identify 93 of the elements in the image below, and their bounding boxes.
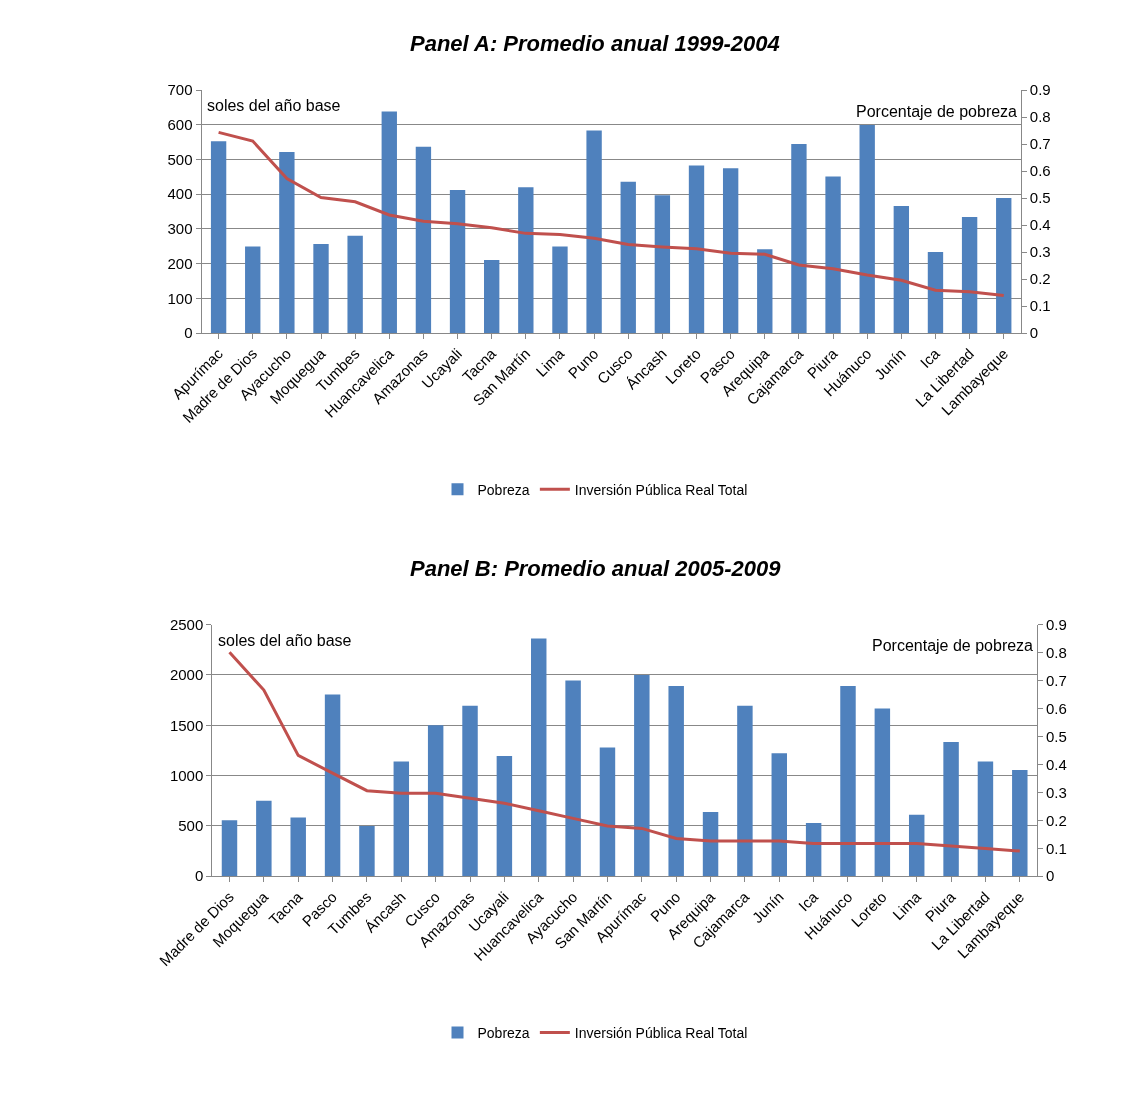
- bar: [324, 694, 341, 877]
- y-tick-label: 400: [167, 185, 193, 203]
- bar: [221, 820, 238, 877]
- bar: [359, 825, 375, 877]
- bar: [702, 811, 719, 877]
- bar: [996, 198, 1012, 333]
- y2-tick-label: 0.8: [1045, 643, 1067, 661]
- bar: [722, 168, 739, 333]
- y-tick-label: 500: [178, 817, 204, 835]
- bar: [552, 246, 568, 333]
- y2-axis-title: Porcentaje de pobreza: [856, 103, 1018, 120]
- bar: [805, 823, 822, 877]
- y-tick-label: 600: [167, 115, 193, 133]
- bar: [347, 235, 363, 333]
- y-tick-label: 0: [194, 867, 204, 885]
- bar: [245, 246, 261, 333]
- bar: [393, 761, 410, 877]
- y-axis-title: soles del año base: [218, 632, 352, 649]
- bar: [634, 674, 650, 877]
- bar: [840, 686, 856, 877]
- bar: [484, 260, 500, 333]
- y2-tick-label: 0.1: [1029, 297, 1051, 315]
- y2-tick-label: 0.1: [1045, 839, 1067, 857]
- bar: [586, 130, 602, 333]
- y2-tick-label: 0.7: [1029, 135, 1051, 153]
- y2-tick-label: 0: [1029, 324, 1039, 342]
- y-axis-title: soles del año base: [207, 97, 341, 114]
- bar: [908, 814, 925, 877]
- legend-label: Inversión Pública Real Total: [574, 1024, 748, 1041]
- y-tick-label: 1000: [169, 766, 204, 784]
- y2-tick-label: 0.4: [1029, 216, 1051, 234]
- line-series: [217, 130, 1006, 298]
- y2-tick-label: 0: [1045, 867, 1055, 885]
- bar: [279, 152, 295, 333]
- bar: [771, 753, 787, 877]
- legend-label: Inversión Pública Real Total: [574, 481, 748, 498]
- bar: [427, 725, 444, 877]
- bar: [668, 686, 684, 877]
- bar: [531, 638, 547, 877]
- bar: [977, 761, 994, 877]
- y2-tick-label: 0.5: [1045, 727, 1067, 745]
- bar: [825, 176, 841, 333]
- chart-title: Panel A: Promedio anual 1999-2004: [410, 31, 780, 56]
- y2-tick-label: 0.9: [1029, 81, 1051, 99]
- bar: [654, 195, 671, 333]
- bar: [599, 747, 616, 877]
- y2-tick-label: 0.2: [1045, 811, 1067, 829]
- bar: [290, 817, 306, 877]
- y-tick-label: 200: [167, 254, 193, 272]
- bar: [462, 705, 478, 877]
- legend-label: Pobreza: [477, 1024, 530, 1041]
- bar: [313, 243, 329, 333]
- bar: [620, 181, 636, 333]
- y2-tick-label: 0.3: [1029, 243, 1051, 261]
- bar: [961, 216, 978, 333]
- y2-tick-label: 0.5: [1029, 189, 1051, 207]
- y-tick-label: 2000: [169, 666, 204, 684]
- y-tick-label: 500: [167, 150, 193, 168]
- bar: [518, 187, 534, 333]
- bar: [791, 144, 807, 333]
- y-tick-label: 0: [184, 324, 193, 342]
- bar: [943, 742, 959, 877]
- bar: [256, 800, 272, 877]
- y2-tick-label: 0.6: [1029, 162, 1051, 180]
- y-tick-label: 700: [167, 81, 193, 99]
- bar: [496, 756, 513, 877]
- y2-tick-label: 0.8: [1029, 108, 1051, 126]
- bar: [874, 708, 891, 877]
- y2-tick-label: 0.9: [1045, 615, 1067, 633]
- y2-tick-label: 0.6: [1045, 699, 1067, 717]
- legend-label: Pobreza: [477, 481, 530, 498]
- bar: [449, 189, 466, 333]
- bar: [859, 125, 875, 333]
- y2-tick-label: 0.7: [1045, 671, 1067, 689]
- bar: [893, 206, 910, 333]
- y2-axis-title: Porcentaje de pobreza: [872, 637, 1034, 654]
- bar: [210, 141, 227, 333]
- y-tick-label: 1500: [169, 716, 204, 734]
- bar: [1012, 769, 1028, 877]
- y-tick-label: 300: [167, 220, 193, 238]
- bar: [415, 146, 432, 333]
- y2-tick-label: 0.3: [1045, 783, 1067, 801]
- bar: [737, 705, 753, 877]
- bar: [757, 249, 773, 333]
- y2-tick-label: 0.2: [1029, 270, 1051, 288]
- bar: [688, 165, 705, 333]
- bar: [927, 252, 944, 333]
- y-tick-label: 2500: [169, 615, 204, 633]
- bar: [381, 111, 397, 333]
- bar: [565, 680, 581, 877]
- chart-title: Panel B: Promedio anual 2005-2009: [410, 556, 782, 581]
- y-tick-label: 100: [167, 289, 193, 307]
- y2-tick-label: 0.4: [1045, 755, 1067, 773]
